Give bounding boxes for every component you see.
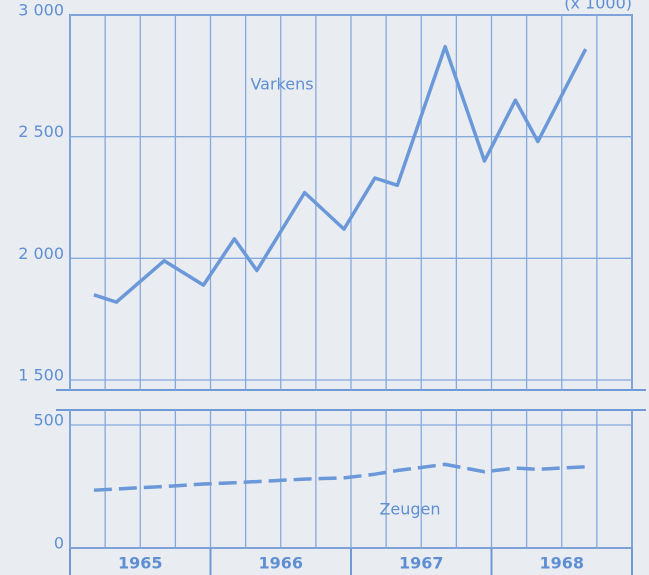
y-tick-label: 500 — [33, 411, 64, 430]
series-line — [93, 462, 586, 492]
x-tick-label: 1968 — [539, 554, 584, 573]
y-tick-label: 1 500 — [18, 366, 64, 385]
y-tick-label: 0 — [54, 534, 64, 553]
unit-note: (x 1000) — [564, 0, 632, 13]
x-tick-label: 1965 — [118, 554, 163, 573]
y-tick-label: 3 000 — [18, 1, 64, 20]
x-tick-label: 1966 — [258, 554, 303, 573]
x-tick-label: 1967 — [399, 554, 444, 573]
series-label: Varkens — [250, 75, 313, 94]
y-tick-label: 2 500 — [18, 122, 64, 141]
series-label: Zeugen — [379, 500, 440, 519]
series-line — [93, 44, 588, 304]
y-tick-label: 2 000 — [18, 244, 64, 263]
